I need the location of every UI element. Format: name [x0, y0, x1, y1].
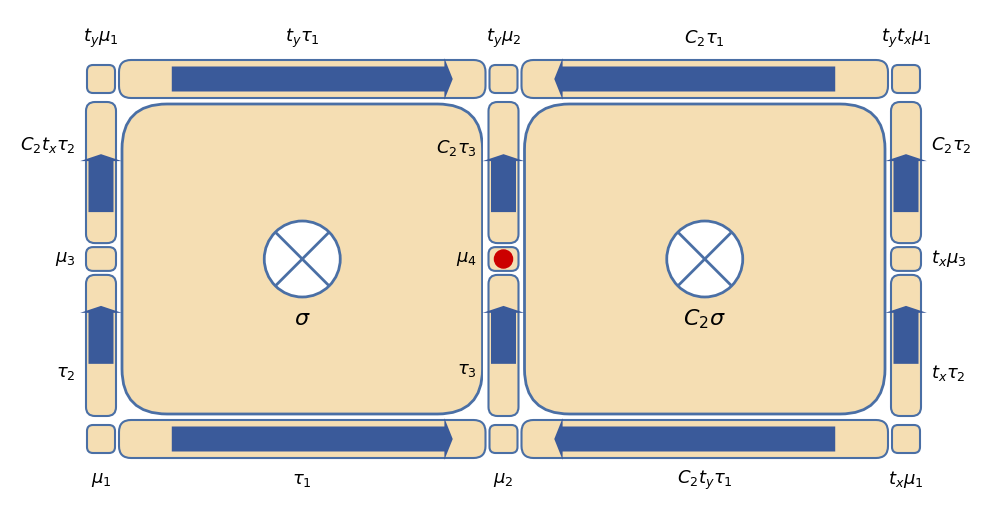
FancyBboxPatch shape	[488, 275, 519, 416]
Text: $t_x\tau_2$: $t_x\tau_2$	[931, 364, 966, 383]
FancyBboxPatch shape	[86, 247, 116, 271]
Text: $C_2\tau_2$: $C_2\tau_2$	[931, 135, 972, 154]
Text: $t_y\mu_1$: $t_y\mu_1$	[84, 26, 119, 50]
FancyBboxPatch shape	[522, 60, 888, 98]
FancyBboxPatch shape	[86, 275, 116, 416]
Text: $t_y t_x\mu_1$: $t_y t_x\mu_1$	[881, 26, 931, 50]
FancyBboxPatch shape	[522, 420, 888, 458]
Text: $C_2\tau_3$: $C_2\tau_3$	[436, 138, 476, 157]
FancyBboxPatch shape	[891, 275, 921, 416]
Text: $\sigma$: $\sigma$	[294, 308, 310, 330]
FancyBboxPatch shape	[891, 102, 921, 243]
FancyBboxPatch shape	[488, 247, 519, 271]
FancyBboxPatch shape	[122, 104, 482, 414]
Text: $\mu_3$: $\mu_3$	[55, 250, 76, 268]
Text: $\tau_3$: $\tau_3$	[457, 362, 476, 380]
Circle shape	[667, 221, 743, 297]
Text: $t_y\tau_1$: $t_y\tau_1$	[285, 26, 319, 50]
Text: $\mu_4$: $\mu_4$	[455, 250, 476, 268]
Text: $t_x\mu_3$: $t_x\mu_3$	[931, 249, 967, 269]
FancyBboxPatch shape	[119, 420, 485, 458]
Text: $\tau_2$: $\tau_2$	[56, 365, 76, 382]
Text: $C_2 t_y\tau_1$: $C_2 t_y\tau_1$	[677, 468, 733, 492]
FancyBboxPatch shape	[525, 104, 885, 414]
FancyBboxPatch shape	[488, 102, 519, 243]
Circle shape	[264, 221, 340, 297]
FancyBboxPatch shape	[891, 247, 921, 271]
Text: $C_2\tau_1$: $C_2\tau_1$	[685, 28, 725, 48]
Text: $C_2\sigma$: $C_2\sigma$	[684, 307, 726, 331]
FancyBboxPatch shape	[119, 60, 485, 98]
Text: $\mu_2$: $\mu_2$	[493, 471, 514, 489]
FancyBboxPatch shape	[87, 65, 115, 93]
Text: $\mu_1$: $\mu_1$	[91, 471, 112, 489]
Text: $\tau_1$: $\tau_1$	[292, 471, 312, 489]
Text: $C_2 t_x\tau_2$: $C_2 t_x\tau_2$	[20, 135, 76, 154]
Text: $t_y\mu_2$: $t_y\mu_2$	[486, 26, 521, 50]
FancyBboxPatch shape	[87, 425, 115, 453]
Circle shape	[494, 250, 513, 268]
Text: $t_x\mu_1$: $t_x\mu_1$	[888, 469, 923, 491]
FancyBboxPatch shape	[892, 65, 920, 93]
FancyBboxPatch shape	[892, 425, 920, 453]
FancyBboxPatch shape	[86, 102, 116, 243]
FancyBboxPatch shape	[489, 65, 518, 93]
Bar	[483, 100, 524, 418]
FancyBboxPatch shape	[489, 425, 518, 453]
